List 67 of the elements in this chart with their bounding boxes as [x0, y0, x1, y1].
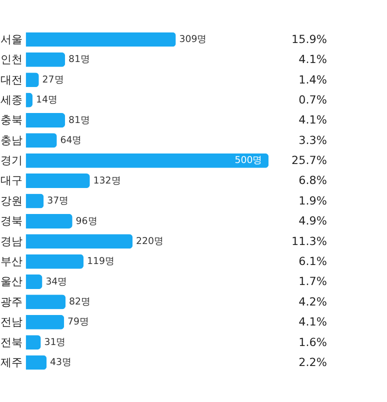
- bar: [26, 52, 66, 67]
- data-label: 81명: [68, 54, 90, 66]
- data-label: 96명: [76, 216, 97, 227]
- text: 6.8%: [298, 174, 327, 188]
- text: 1.7%: [298, 275, 327, 288]
- data-label: 500명: [234, 155, 262, 166]
- data-label: 37명: [47, 196, 68, 207]
- data-label: 14명: [36, 94, 57, 106]
- text: 1.4%: [298, 73, 327, 86]
- data-label: 64명: [60, 135, 82, 146]
- bar: [26, 335, 41, 350]
- bar: [26, 133, 57, 148]
- y-tick-label: 전남: [0, 316, 23, 329]
- bar: [26, 153, 269, 168]
- y-tick-label: 경북: [0, 214, 23, 228]
- text: 6.1%: [298, 255, 327, 268]
- bar: [26, 294, 66, 310]
- data-label: 309명: [179, 34, 206, 46]
- y-tick-label: 경남: [0, 234, 23, 248]
- data-label: 43명: [50, 357, 72, 368]
- y-tick-label: 울산: [0, 275, 23, 288]
- y-tick-label: 대전: [0, 73, 23, 86]
- y-tick-label: 충북: [0, 114, 23, 127]
- bar: [26, 72, 39, 88]
- text: 25.7%: [292, 154, 327, 168]
- text: 15.9%: [292, 32, 327, 46]
- bar: [26, 274, 42, 290]
- bar: [26, 314, 64, 330]
- text: 11.3%: [292, 234, 327, 248]
- data-label: 81명: [68, 114, 90, 126]
- text: 3.3%: [298, 134, 327, 147]
- y-tick-label: 서울: [0, 32, 23, 46]
- y-tick-label: 경기: [0, 154, 23, 168]
- data-label: 34명: [46, 276, 67, 288]
- y-tick-label: 세종: [0, 93, 23, 106]
- bar: [26, 234, 133, 249]
- data-label: 119명: [86, 256, 114, 268]
- data-label: 220명: [136, 236, 164, 247]
- bar: [26, 112, 66, 128]
- bar: [26, 214, 72, 228]
- text: 4.1%: [298, 114, 327, 127]
- y-tick-label: 제주: [0, 356, 23, 369]
- text: 0.7%: [298, 93, 327, 106]
- y-tick-label: 대구: [0, 174, 23, 188]
- data-label: 79명: [68, 316, 89, 328]
- y-tick-label: 광주: [0, 295, 23, 308]
- bar: [26, 355, 47, 370]
- y-tick-label: 인천: [0, 53, 23, 66]
- y-tick-label: 충남: [0, 134, 23, 147]
- y-tick-label: 전북: [0, 336, 23, 349]
- text: 2.2%: [298, 356, 327, 369]
- data-label: 31명: [44, 336, 66, 348]
- y-tick-label: 강원: [0, 194, 23, 208]
- text: 4.1%: [298, 316, 327, 329]
- text: 1.9%: [298, 194, 327, 208]
- y-tick-label: 부산: [0, 255, 23, 268]
- bar: [26, 32, 176, 47]
- data-label: 27명: [42, 74, 64, 86]
- data-label: 82명: [69, 296, 90, 308]
- data-label: 132명: [93, 175, 120, 186]
- text: 4.2%: [298, 295, 327, 308]
- bar: [26, 254, 84, 269]
- text: 1.6%: [298, 336, 327, 349]
- bar: [26, 174, 90, 188]
- text: 4.9%: [298, 214, 327, 228]
- text: 4.1%: [298, 53, 327, 66]
- bar: [26, 194, 44, 208]
